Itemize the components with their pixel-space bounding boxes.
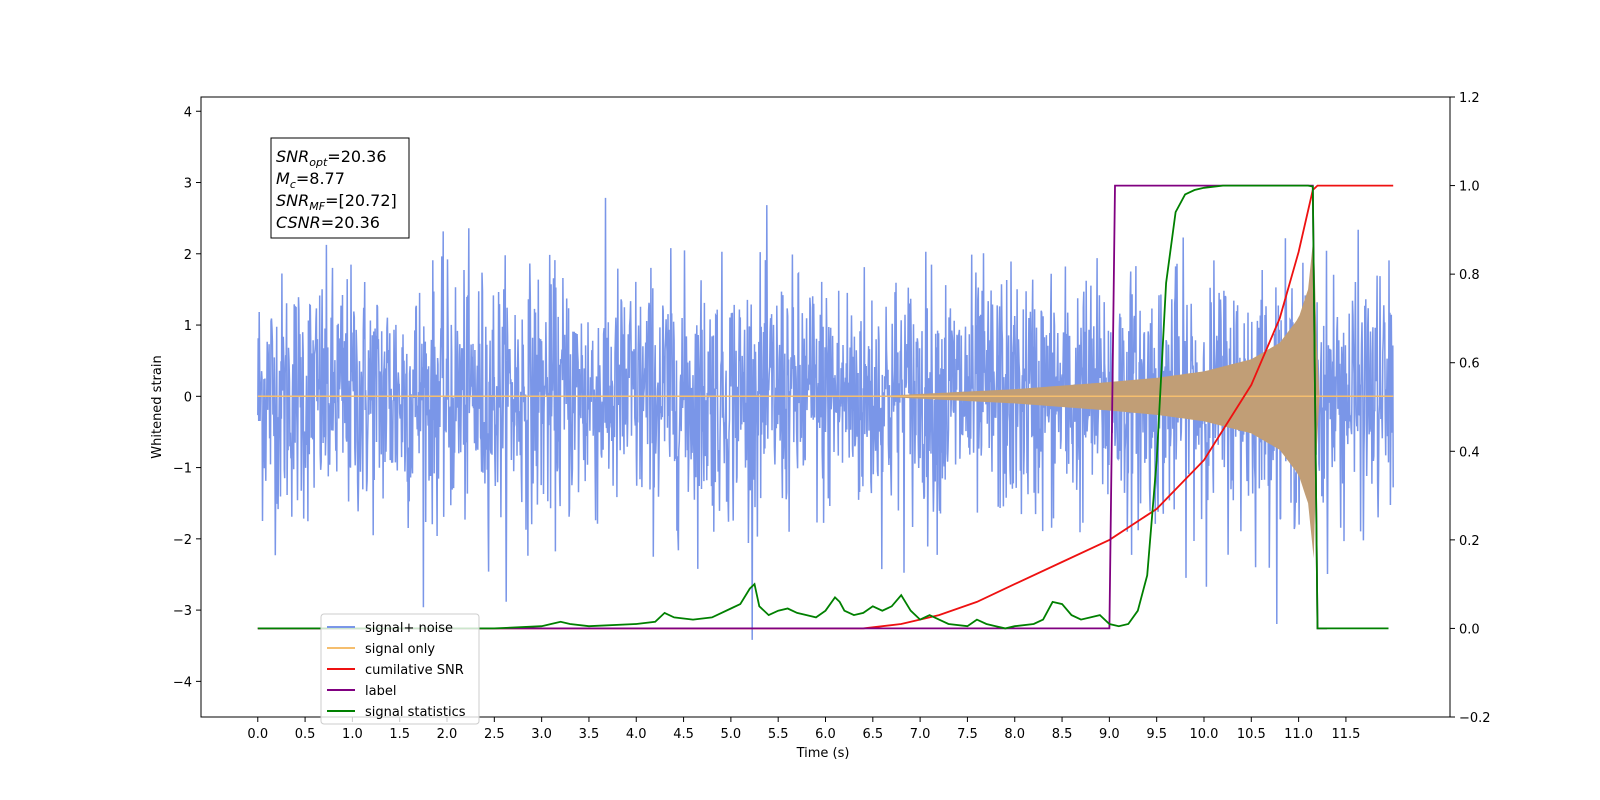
- x-tick-label: 3.0: [531, 727, 552, 742]
- x-axis-label: Time (s): [796, 746, 850, 761]
- y2-tick-label: 0.8: [1459, 268, 1480, 283]
- x-tick-label: 3.5: [579, 727, 600, 742]
- annotation-line: SNRopt=20.36: [276, 147, 387, 169]
- x-tick-label: 5.0: [721, 727, 742, 742]
- y-tick-label: −1: [173, 462, 192, 477]
- annotation-symbol: SNR: [276, 191, 309, 210]
- legend-entry: signal+ noise: [365, 621, 453, 636]
- x-tick-label: 10.0: [1190, 727, 1219, 742]
- annotation-value: =20.36: [327, 147, 386, 166]
- annotation-symbol: CSNR: [276, 213, 321, 232]
- x-tick-label: 4.0: [626, 727, 647, 742]
- y-tick-label: −3: [173, 604, 192, 619]
- legend-entry: label: [365, 684, 396, 699]
- y2-tick-label: 0.6: [1459, 357, 1480, 372]
- y-tick-label: 3: [184, 177, 192, 192]
- x-tick-label: 8.0: [1004, 727, 1025, 742]
- annotation-line: Mc=8.77: [276, 169, 345, 191]
- x-tick-label: 0.0: [247, 727, 268, 742]
- y-tick-label: −4: [173, 675, 192, 690]
- x-tick-label: 8.5: [1052, 727, 1073, 742]
- annotation-value: =20.36: [321, 213, 380, 232]
- series-signal-noise-line: [257, 197, 1394, 640]
- legend: signal+ noise signal only cumilative SNR la…: [320, 613, 480, 725]
- x-tick-label: 6.0: [815, 727, 836, 742]
- y2-tick-label: 0.2: [1459, 534, 1480, 549]
- annotation-frame: [270, 137, 410, 239]
- annotation-symbol: SNR: [276, 147, 309, 166]
- x-tick-label: 2.5: [484, 727, 505, 742]
- y2-tick-label: 0.4: [1459, 445, 1480, 460]
- annotation-symbol: M: [276, 169, 290, 188]
- series-layer: [257, 184, 1394, 640]
- x-axis: 0.0 0.5 1.0 1.5 2.0 2.5 3.0 3.5 4.0 4.5 5.0 5.5 6.0 6…: [247, 717, 1360, 742]
- annotation-subscript: MF: [309, 200, 325, 213]
- annotation-subscript: c: [290, 178, 296, 191]
- y2-tick-label: 1.2: [1459, 91, 1480, 106]
- x-tick-label: 11.0: [1284, 727, 1313, 742]
- y-tick-label: 2: [184, 248, 192, 263]
- y2-tick-label: 0.0: [1459, 622, 1480, 637]
- x-tick-label: 1.0: [342, 727, 363, 742]
- x-tick-label: 11.5: [1331, 727, 1360, 742]
- y-axis-label: Whitened strain: [150, 355, 165, 458]
- y-tick-label: 1: [184, 319, 192, 334]
- series-signal-statistics-line: [257, 184, 1389, 630]
- y2-tick-label: 1.0: [1459, 180, 1480, 195]
- y-tick-label: 0: [184, 390, 192, 405]
- x-tick-label: 5.5: [768, 727, 789, 742]
- x-tick-label: 9.0: [1099, 727, 1120, 742]
- x-tick-label: 10.5: [1237, 727, 1266, 742]
- x-tick-label: 4.5: [673, 727, 694, 742]
- x-tick-label: 7.0: [910, 727, 931, 742]
- y2-axis: 1.2 1.0 0.8 0.6 0.4 0.2 0.0 −0.2: [1450, 91, 1491, 726]
- y-tick-label: 4: [184, 105, 192, 120]
- annotation-line: CSNR=20.36: [276, 213, 380, 232]
- annotation-line: SNRMF=[20.72]: [276, 191, 397, 213]
- legend-entry: signal statistics: [365, 705, 466, 720]
- x-tick-label: 0.5: [295, 727, 316, 742]
- legend-entry: signal only: [365, 642, 435, 657]
- legend-entry: cumilative SNR: [365, 663, 464, 678]
- x-tick-label: 1.5: [389, 727, 410, 742]
- y2-tick-label: −0.2: [1459, 711, 1491, 726]
- annotation-value: =[20.72]: [325, 191, 397, 210]
- y-tick-label: −2: [173, 533, 192, 548]
- legend-frame: [320, 613, 480, 725]
- annotation-box: SNRopt=20.36Mc=8.77SNRMF=[20.72]CSNR=20.…: [270, 137, 410, 239]
- x-tick-label: 6.5: [862, 727, 883, 742]
- x-tick-label: 9.5: [1146, 727, 1167, 742]
- y-axis: 4 3 2 1 0 −1 −2 −3 −4: [173, 105, 201, 690]
- x-tick-label: 2.0: [437, 727, 458, 742]
- annotation-value: =8.77: [296, 169, 345, 188]
- x-tick-label: 7.5: [957, 727, 978, 742]
- annotation-subscript: opt: [309, 156, 328, 169]
